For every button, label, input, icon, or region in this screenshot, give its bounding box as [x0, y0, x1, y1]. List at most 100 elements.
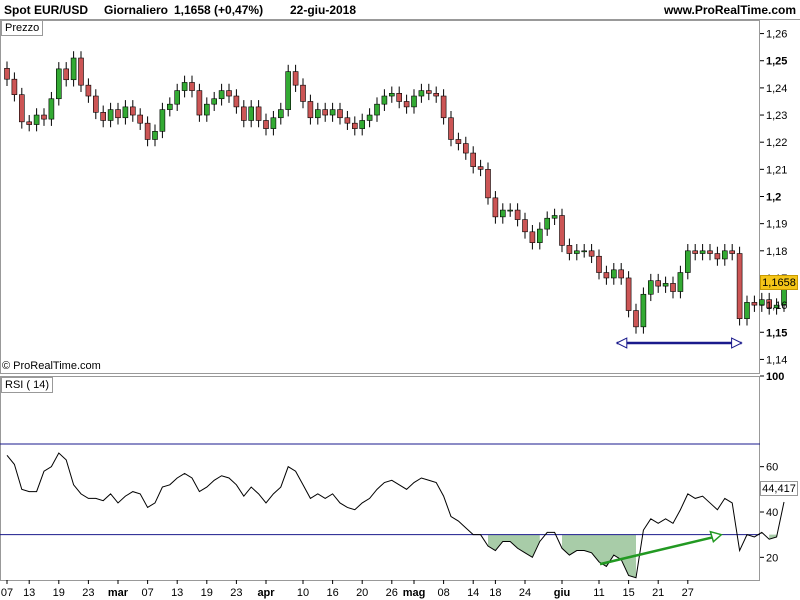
- candle-up: [204, 103, 210, 116]
- rsi-panel-border: [0, 376, 760, 581]
- candle-up: [270, 117, 277, 129]
- candle-down: [425, 90, 432, 94]
- candle-up: [544, 217, 551, 230]
- candle-up: [411, 95, 417, 108]
- price-axis-tick-label: 1,25: [766, 56, 787, 68]
- candle-down: [26, 121, 33, 125]
- candle-up: [70, 57, 77, 81]
- candle-down: [470, 152, 477, 167]
- x-axis-tick-label: apr: [257, 587, 275, 599]
- price-axis-tick-label: 1,26: [766, 29, 787, 41]
- candle-up: [388, 93, 395, 97]
- price-candles: [4, 51, 787, 334]
- candle-down: [514, 209, 521, 220]
- x-axis-tick-label: giu: [554, 587, 571, 599]
- price-axis-tick-label: 1,2: [766, 192, 781, 204]
- trend-arrow-head: [709, 530, 723, 543]
- rsi-plot: [0, 443, 785, 579]
- candle-down: [351, 122, 358, 129]
- copyright-text: © ProRealTime.com: [2, 360, 101, 372]
- price-panel-label: Prezzo: [1, 20, 44, 36]
- x-axis-tick-label: 19: [53, 587, 65, 599]
- price-axis-tick-label: 1,21: [766, 164, 787, 176]
- candle-up: [33, 114, 40, 125]
- candle-down: [196, 90, 203, 116]
- candle-down: [588, 250, 595, 257]
- trend-arrow-line: [599, 535, 716, 566]
- candle-up: [677, 272, 684, 292]
- candle-down: [440, 95, 447, 119]
- candle-down: [41, 114, 47, 120]
- candle-down: [189, 82, 195, 91]
- candle-down: [241, 106, 247, 121]
- candle-down: [4, 68, 10, 80]
- candle-down: [337, 109, 343, 119]
- candle-up: [181, 82, 188, 91]
- candle-up: [329, 109, 336, 116]
- candle-down: [144, 122, 151, 140]
- candle-up: [211, 98, 217, 105]
- price-axis-tick-label: 1,18: [766, 246, 787, 258]
- candle-up: [647, 280, 654, 295]
- rsi-oversold-fill: [488, 534, 540, 558]
- candle-down: [707, 250, 713, 254]
- candle-down: [307, 101, 314, 119]
- candle-down: [455, 139, 462, 144]
- range-arrow-left-head: [615, 337, 628, 349]
- x-axis-tick-label: 07: [141, 587, 153, 599]
- rsi-panel-label: RSI ( 14): [1, 377, 54, 393]
- candle-down: [233, 95, 240, 108]
- price-axis-tick-label: 1,19: [766, 219, 787, 231]
- candle-up: [314, 109, 321, 119]
- price-axis: 1,261,251,241,231,221,211,21,191,181,171…: [760, 29, 787, 366]
- candle-down: [751, 302, 758, 306]
- candle-down: [78, 57, 84, 86]
- candle-down: [559, 215, 565, 246]
- candle-up: [640, 293, 647, 328]
- candle-down: [115, 109, 121, 119]
- candle-up: [107, 109, 114, 121]
- candle-down: [292, 71, 299, 86]
- candle-up: [684, 250, 691, 273]
- candle-up: [277, 109, 284, 119]
- x-axis-tick-label: 15: [622, 587, 634, 599]
- x-axis-tick-label: 19: [201, 587, 213, 599]
- candle-down: [618, 269, 625, 279]
- candle-down: [100, 112, 106, 121]
- candle-down: [403, 101, 410, 108]
- rsi-axis-tick-label: 40: [766, 507, 778, 519]
- last-price-tag: 1,1658: [760, 275, 798, 290]
- candle-up: [507, 209, 514, 212]
- x-axis-tick-label: 11: [593, 587, 604, 599]
- candle-down: [93, 95, 99, 113]
- candle-up: [218, 90, 225, 100]
- candle-up: [174, 90, 180, 105]
- candle-down: [766, 299, 773, 309]
- x-axis-tick-label: 27: [682, 587, 694, 599]
- price-axis-tick-label: 1,22: [766, 137, 787, 149]
- x-axis-tick-label: mar: [108, 587, 129, 599]
- candle-down: [477, 166, 484, 170]
- candle-down: [729, 250, 736, 254]
- candle-up: [744, 302, 750, 319]
- x-axis-tick-label: 24: [519, 587, 531, 599]
- candle-up: [551, 215, 558, 219]
- candle-up: [152, 131, 158, 140]
- candle-down: [263, 120, 269, 129]
- candle-down: [492, 197, 499, 218]
- x-axis-tick-label: 08: [437, 587, 449, 599]
- x-axis-tick-label: 23: [230, 587, 242, 599]
- candle-down: [462, 143, 469, 154]
- price-panel-border: [0, 20, 760, 374]
- candle-down: [226, 90, 232, 97]
- candle-up: [662, 283, 669, 287]
- candle-up: [699, 250, 706, 254]
- x-axis-tick-label: 20: [356, 587, 368, 599]
- x-axis-tick-label: mag: [403, 587, 426, 599]
- candle-up: [610, 269, 617, 279]
- candle-up: [418, 90, 425, 97]
- candle-up: [159, 109, 166, 132]
- site-label: www.ProRealTime.com: [663, 3, 796, 17]
- price-axis-tick-label: 1,16: [766, 300, 787, 312]
- candle-up: [573, 250, 580, 254]
